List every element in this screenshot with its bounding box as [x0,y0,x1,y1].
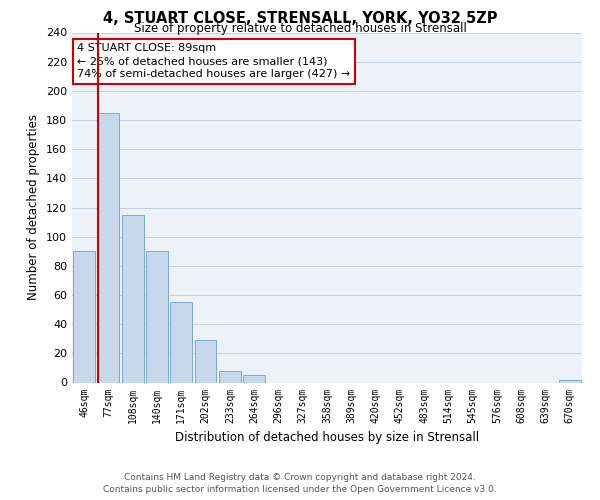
Bar [97,112,119,382]
Y-axis label: Number of detached properties: Number of detached properties [28,114,40,300]
Text: Size of property relative to detached houses in Strensall: Size of property relative to detached ho… [134,22,466,35]
Bar [559,380,581,382]
Bar [170,302,192,382]
Bar [243,375,265,382]
Text: 4 STUART CLOSE: 89sqm
← 25% of detached houses are smaller (143)
74% of semi-det: 4 STUART CLOSE: 89sqm ← 25% of detached … [77,43,350,80]
Bar [73,251,95,382]
Bar [122,215,143,382]
X-axis label: Distribution of detached houses by size in Strensall: Distribution of detached houses by size … [175,431,479,444]
Text: Contains HM Land Registry data © Crown copyright and database right 2024.
Contai: Contains HM Land Registry data © Crown c… [103,472,497,494]
Bar [194,340,217,382]
Text: 4, STUART CLOSE, STRENSALL, YORK, YO32 5ZP: 4, STUART CLOSE, STRENSALL, YORK, YO32 5… [103,11,497,26]
Bar [146,251,168,382]
Bar [219,371,241,382]
